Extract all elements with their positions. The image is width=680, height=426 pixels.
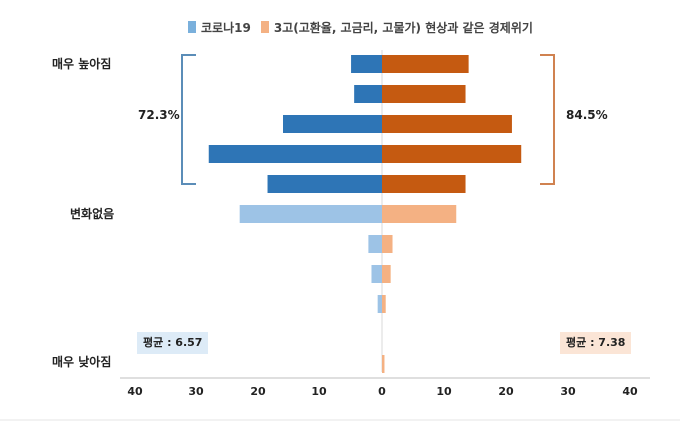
x-tick-label: 10 — [311, 385, 327, 398]
bar-economic-crisis — [382, 295, 386, 313]
bar-economic-crisis — [382, 115, 512, 133]
x-tick-label: 30 — [188, 385, 204, 398]
bar-economic-crisis — [382, 265, 391, 283]
average-left-box: 평균 : 6.57 — [137, 332, 209, 354]
legend: 코로나19 3고(고환율, 고금리, 고물가) 현상과 같은 경제위기 — [188, 19, 543, 35]
bar-economic-crisis — [382, 145, 522, 163]
bar-covid — [208, 145, 382, 163]
x-tick-label: 20 — [250, 385, 266, 398]
bar-covid — [371, 265, 382, 283]
bar-covid — [267, 175, 382, 193]
x-tick-label: 20 — [498, 385, 514, 398]
legend-swatch-economic-crisis — [260, 21, 269, 33]
bar-economic-crisis — [382, 55, 469, 73]
x-tick-label: 40 — [127, 385, 143, 398]
bar-covid — [239, 205, 382, 223]
legend-label-covid: 코로나19 — [201, 20, 251, 35]
x-tick-label: 30 — [560, 385, 576, 398]
legend-item-covid: 코로나19 — [188, 19, 251, 36]
y-label-middle: 변화없음 — [70, 207, 115, 221]
bar-covid — [351, 55, 382, 73]
bar-economic-crisis — [382, 205, 457, 223]
left-bracket-label: 72.3% — [138, 108, 180, 122]
x-tick-label: 0 — [378, 385, 386, 398]
y-label-top: 매우 높아짐 — [52, 57, 112, 71]
average-right-box: 평균 : 7.38 — [560, 332, 632, 354]
bar-economic-crisis — [382, 85, 466, 103]
bar-covid — [377, 295, 382, 313]
bar-economic-crisis — [382, 175, 466, 193]
bar-covid — [354, 85, 382, 103]
bar-economic-crisis — [382, 355, 385, 373]
right-bracket-label: 84.5% — [566, 108, 608, 122]
legend-label-economic-crisis: 3고(고환율, 고금리, 고물가) 현상과 같은 경제위기 — [273, 20, 533, 35]
x-tick-label: 10 — [436, 385, 452, 398]
bar-economic-crisis — [382, 235, 393, 253]
legend-swatch-covid — [188, 21, 196, 33]
x-tick-label: 40 — [622, 385, 638, 398]
y-label-bottom: 매우 낮아짐 — [52, 355, 112, 369]
legend-item-economic-crisis: 3고(고환율, 고금리, 고물가) 현상과 같은 경제위기 — [260, 19, 533, 36]
bar-covid — [283, 115, 382, 133]
right-bracket — [540, 54, 555, 185]
bar-covid — [368, 235, 382, 253]
left-bracket — [181, 54, 196, 185]
